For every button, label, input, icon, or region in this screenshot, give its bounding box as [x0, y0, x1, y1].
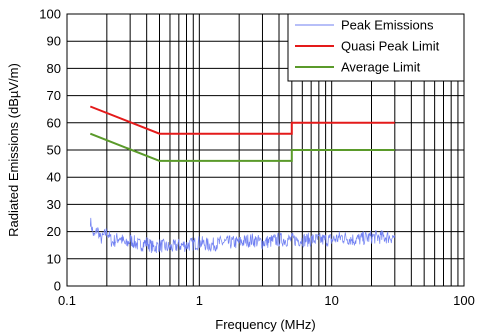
- x-tick-label: 0.1: [58, 293, 76, 308]
- y-tick-label: 60: [47, 115, 61, 130]
- legend-label-peak-emissions: Peak Emissions: [341, 18, 434, 33]
- x-tick-label: 100: [453, 293, 475, 308]
- y-tick-label: 50: [47, 143, 61, 158]
- x-tick-labels: 0.1 1 10 100: [58, 293, 475, 308]
- y-tick-label: 80: [47, 61, 61, 76]
- y-tick-labels: 0 10 20 30 40 50 60 70 80 90 100: [39, 7, 61, 294]
- series-layer: [90, 107, 395, 254]
- y-tick-label: 90: [47, 34, 61, 49]
- legend-label-average-limit: Average Limit: [341, 60, 421, 75]
- legend: Peak Emissions Quasi Peak Limit Average Li…: [288, 14, 464, 81]
- y-tick-label: 20: [47, 224, 61, 239]
- x-tick-label: 10: [324, 293, 338, 308]
- series-line-peak-emissions: [90, 218, 395, 253]
- y-tick-label: 40: [47, 170, 61, 185]
- series-line-average-limit: [90, 134, 395, 161]
- y-tick-label: 10: [47, 251, 61, 266]
- y-tick-label: 70: [47, 88, 61, 103]
- x-tick-label: 1: [196, 293, 203, 308]
- y-tick-label: 0: [54, 279, 61, 294]
- series-line-quasi-peak-limit: [90, 107, 395, 134]
- y-axis-label: Radiated Emissions (dBµV/m): [6, 63, 21, 237]
- legend-label-quasi-peak-limit: Quasi Peak Limit: [341, 39, 440, 54]
- x-axis-label: Frequency (MHz): [215, 317, 315, 332]
- y-tick-label: 30: [47, 197, 61, 212]
- y-tick-label: 100: [39, 7, 61, 22]
